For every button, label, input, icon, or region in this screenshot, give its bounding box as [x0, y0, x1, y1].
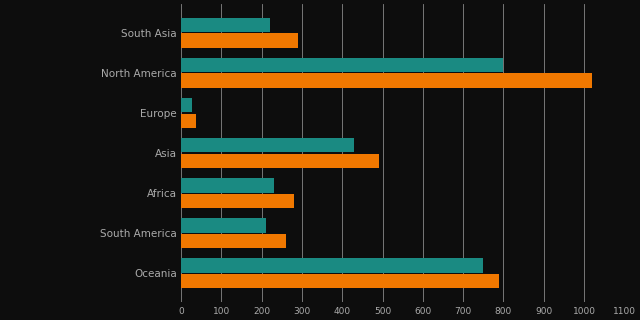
- Bar: [181, 218, 266, 233]
- Bar: [181, 114, 196, 128]
- Bar: [181, 18, 269, 32]
- Bar: [181, 234, 286, 248]
- Bar: [181, 33, 298, 48]
- Bar: [181, 154, 378, 168]
- Bar: [181, 58, 504, 72]
- Bar: [181, 194, 294, 208]
- Bar: [181, 138, 355, 152]
- Bar: [181, 258, 483, 273]
- Bar: [181, 274, 499, 288]
- Bar: [181, 74, 592, 88]
- Bar: [181, 178, 274, 193]
- Bar: [181, 98, 193, 112]
